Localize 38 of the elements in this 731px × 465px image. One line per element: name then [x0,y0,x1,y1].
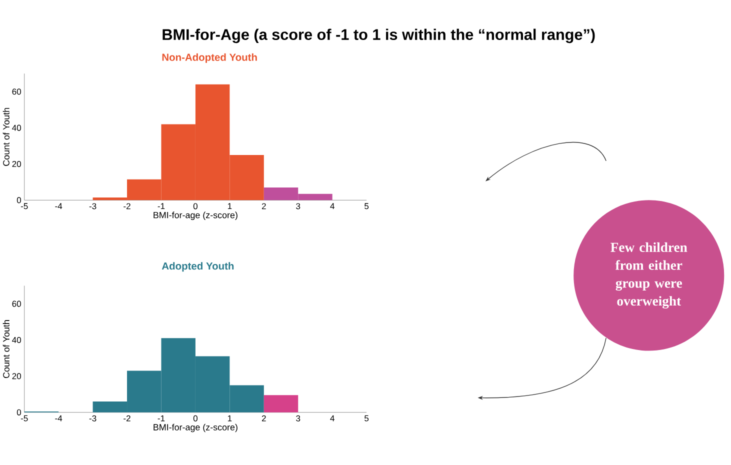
y-axis-title: Count of Youth [2,320,10,378]
x-tick-label: 2 [262,203,266,210]
x-tick-label: -5 [20,416,28,422]
x-tick-label: -1 [158,416,165,422]
x-axis-title: BMI-for-age (z-score) [154,424,238,432]
x-axis-title: BMI-for-age (z-score) [154,212,238,220]
y-tick-label: 0 [16,197,22,204]
y-tick-label: 0 [16,410,22,416]
x-tick-label: 3 [296,416,300,422]
x-tick-label: 5 [364,203,369,210]
y-tick-label: 40 [12,125,22,132]
x-tick-label: 5 [364,416,369,422]
chart-subtitle: Non-Adopted Youth [162,54,257,64]
x-tick-label: -3 [89,416,96,422]
x-tick-label: 3 [296,203,300,210]
x-tick-label: -4 [55,416,62,422]
y-tick-label: 40 [12,337,22,344]
y-axis-title: Count of Youth [2,108,10,166]
x-tick-label: 1 [228,203,232,210]
x-tick-label: -2 [124,416,130,422]
x-tick-label: -4 [55,203,62,210]
x-tick-label: 2 [262,416,266,422]
chart-title: Adopted Youth [162,262,234,272]
x-tick-label: -2 [124,203,130,210]
x-tick-label: 0 [193,416,198,422]
text: Few children from either group were overweight [610,242,688,309]
x-tick-label: 1 [228,416,232,422]
y-tick-label: 20 [12,161,22,168]
x-tick-label: -5 [20,203,28,210]
x-tick-label: 4 [330,203,334,210]
x-tick-label: 4 [330,416,334,422]
y-tick-label: 20 [12,373,22,380]
chart-title: BMI-for-Age (a score of -1 to 1 is within the “normal range”) [162,28,595,44]
x-tick-label: -3 [89,203,96,210]
y-tick-label: 60 [12,301,22,308]
y-tick-label: 60 [12,88,22,95]
x-tick-label: -1 [158,203,165,210]
x-tick-label: 0 [193,203,198,210]
